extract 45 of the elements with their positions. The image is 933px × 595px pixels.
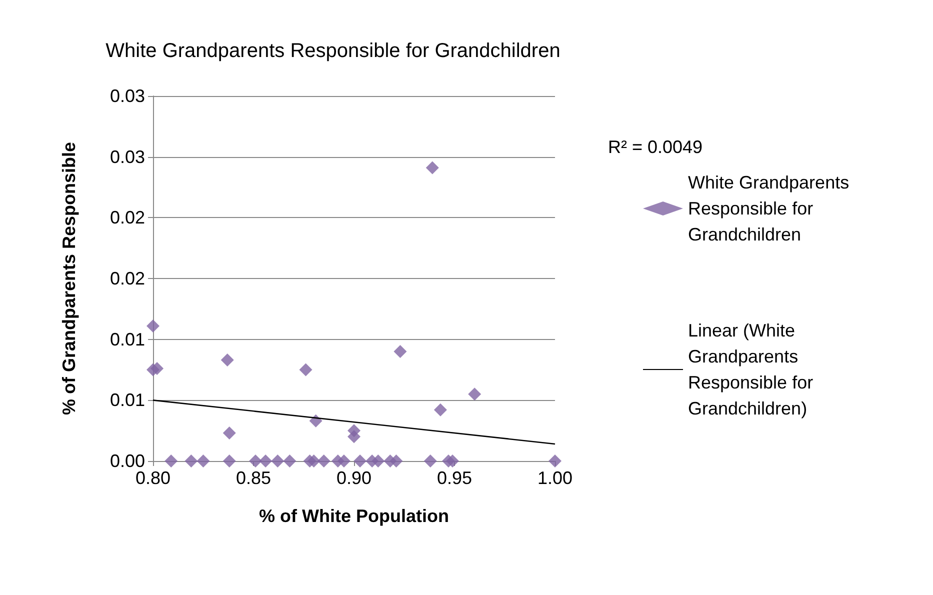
- point: [426, 161, 439, 174]
- y-tick-label: 0.03: [110, 146, 145, 167]
- y-tick-label: 0.02: [110, 268, 145, 288]
- point: [548, 454, 562, 468]
- point: [146, 319, 160, 332]
- point: [184, 454, 198, 468]
- point: [354, 454, 367, 468]
- x-tick-label: 0.80: [135, 468, 171, 488]
- y-tick-label: 0.01: [110, 329, 145, 350]
- point: [164, 454, 178, 468]
- y-tick-label: 0.02: [110, 208, 145, 228]
- point: [259, 454, 272, 468]
- y-tick-label: 0.03: [110, 86, 145, 106]
- x-tick-label: 0.90: [336, 468, 372, 488]
- point: [196, 454, 210, 468]
- text: R² = 0.0049: [608, 137, 703, 157]
- legend-label: White Grandparents Responsible for Grandchildren: [688, 172, 854, 244]
- point: [299, 363, 312, 376]
- point: [394, 345, 407, 358]
- point: [222, 426, 236, 440]
- point: [249, 454, 262, 468]
- point: [307, 454, 320, 468]
- point: [337, 454, 350, 468]
- point: [390, 454, 403, 468]
- point: [317, 454, 330, 468]
- point: [446, 454, 459, 468]
- point: [222, 454, 236, 468]
- point: [150, 362, 164, 376]
- x-tick-label: 0.95: [436, 468, 472, 488]
- point: [468, 388, 482, 401]
- point: [424, 454, 437, 468]
- x-tick-label: 1.00: [537, 468, 573, 488]
- x-axis-title: % of White Population: [259, 506, 449, 526]
- x-tick-label: 0.85: [236, 468, 272, 488]
- point: [220, 354, 234, 367]
- y-tick-label: 0.00: [110, 451, 145, 471]
- y-tick-label: 0.01: [110, 390, 145, 410]
- point: [283, 454, 296, 468]
- chart-title: White Grandparents Responsible for Grandchildren: [106, 40, 560, 62]
- y-axis-title: % of Grandparents Responsible: [59, 142, 79, 416]
- point: [434, 403, 447, 416]
- legend-label: Linear (White Grandparents Responsible for Grandchildren): [688, 320, 818, 418]
- point: [271, 454, 284, 468]
- point: [372, 454, 385, 468]
- point: [348, 430, 360, 444]
